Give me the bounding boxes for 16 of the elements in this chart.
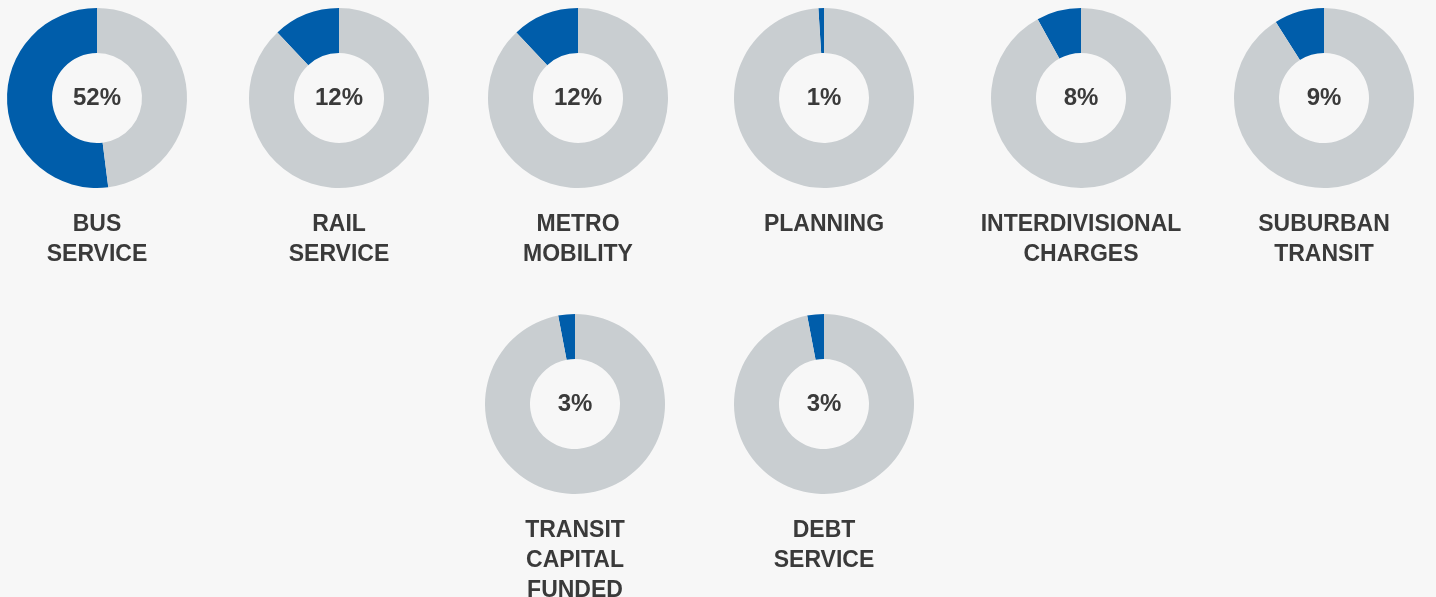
text: METRO MOBILITY — [523, 210, 633, 266]
text: TRANSIT CAPITAL FUNDED — [525, 516, 625, 597]
text: BUS SERVICE — [46, 210, 148, 266]
text: RAIL SERVICE — [288, 210, 390, 266]
text: 1% — [806, 82, 842, 110]
text: 9% — [1306, 82, 1342, 110]
text: 12% — [553, 82, 603, 110]
text: 3% — [806, 388, 842, 416]
text: PLANNING — [763, 210, 885, 236]
text: 52% — [72, 82, 122, 110]
text: 3% — [557, 388, 593, 416]
text: INTERDIVISIONAL CHARGES — [980, 210, 1182, 266]
text: 8% — [1063, 82, 1099, 110]
text: SUBURBAN TRANSIT — [1258, 210, 1390, 266]
text: 12% — [314, 82, 364, 110]
text: DEBT SERVICE — [773, 516, 875, 572]
